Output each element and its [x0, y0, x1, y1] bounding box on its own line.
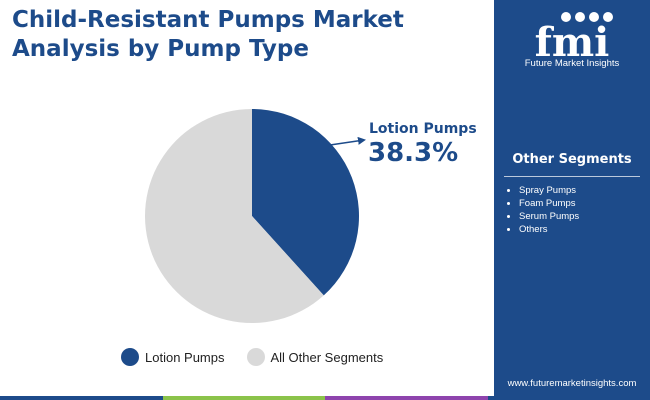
sidebar: fmi Future Market Insights Other Segment…	[494, 0, 650, 400]
callout-value: 38.3%	[368, 138, 459, 168]
accent-bar-segment	[162, 396, 325, 400]
accent-bar-segment	[487, 396, 650, 400]
chart-panel: Child-Resistant Pumps Market Analysis by…	[12, 7, 477, 366]
legend-swatch-lotion-pumps	[121, 348, 139, 366]
chart-legend: Lotion Pumps All Other Segments	[121, 348, 405, 366]
segment-item: Spray Pumps	[519, 184, 579, 197]
website-url: www.futuremarketinsights.com	[507, 378, 637, 389]
legend-label-lotion-pumps: Lotion Pumps	[145, 349, 225, 365]
logo-text: fmi	[535, 19, 610, 66]
legend-swatch-all-other-segments	[246, 348, 265, 366]
legend-item-lotion-pumps: Lotion Pumps	[121, 348, 225, 366]
segment-item: Serum Pumps	[519, 210, 579, 223]
chart-title: Child-Resistant Pumps Market Analysis by…	[12, 7, 404, 62]
pie-slice-lotion-pumps	[252, 108, 360, 296]
callout-arrow	[329, 136, 366, 146]
other-segments-list: Spray Pumps Foam Pumps Serum Pumps Other…	[502, 184, 579, 236]
legend-item-all-other-segments: All Other Segments	[246, 348, 384, 366]
bottom-accent-bar	[0, 396, 650, 400]
segment-item: Foam Pumps	[519, 197, 579, 210]
pie-slice-all-other-segments	[145, 109, 324, 324]
other-segments-title: Other Segments	[504, 152, 640, 177]
pie-chart	[145, 108, 366, 324]
accent-bar-segment	[325, 396, 488, 400]
callout-label: Lotion Pumps	[369, 121, 477, 137]
fmi-logo: fmi	[535, 12, 613, 66]
segment-item: Others	[519, 223, 579, 236]
accent-bar-segment	[0, 396, 163, 400]
legend-label-all-other-segments: All Other Segments	[270, 349, 384, 365]
logo-subtitle: Future Market Insights	[524, 58, 620, 69]
